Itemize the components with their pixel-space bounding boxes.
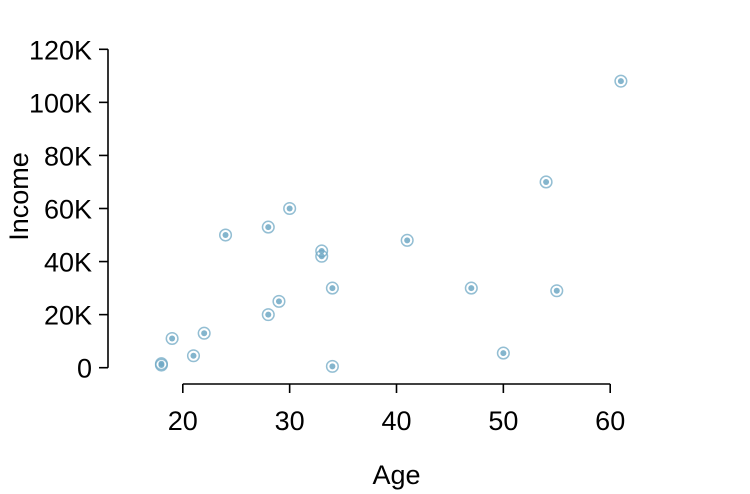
data-point-dot bbox=[500, 350, 507, 357]
data-point-ring bbox=[325, 281, 339, 295]
data-point bbox=[550, 284, 564, 298]
data-point bbox=[165, 331, 179, 346]
x-tick-label: 50 bbox=[488, 406, 518, 436]
data-point-dot bbox=[265, 311, 272, 318]
y-tick-label: 0 bbox=[77, 354, 92, 384]
y-tick-label: 40K bbox=[44, 248, 92, 278]
data-point bbox=[464, 281, 478, 295]
data-point-dot bbox=[286, 205, 293, 212]
data-point-ring bbox=[315, 249, 329, 263]
data-point bbox=[261, 308, 275, 322]
data-point bbox=[186, 349, 201, 363]
data-point bbox=[218, 228, 233, 242]
data-point-dot bbox=[265, 224, 272, 231]
data-point-dot bbox=[201, 330, 208, 337]
data-point-ring bbox=[261, 308, 275, 322]
data-point-ring bbox=[272, 294, 286, 308]
data-point-dot bbox=[617, 78, 624, 85]
data-point bbox=[325, 281, 339, 295]
data-point bbox=[325, 359, 339, 373]
data-point-ring bbox=[283, 201, 297, 216]
data-point-dot bbox=[329, 285, 336, 292]
data-point-ring bbox=[218, 228, 233, 242]
data-point bbox=[400, 233, 414, 247]
data-point bbox=[272, 294, 286, 308]
x-tick-label: 30 bbox=[275, 406, 305, 436]
data-point-dot bbox=[329, 363, 336, 370]
x-tick-label: 40 bbox=[381, 406, 411, 436]
y-tick-label: 120K bbox=[29, 35, 92, 65]
x-tick-label: 20 bbox=[168, 406, 198, 436]
data-point bbox=[614, 74, 628, 88]
data-point bbox=[315, 249, 329, 263]
y-tick-label: 80K bbox=[44, 141, 92, 171]
data-point-dot bbox=[158, 360, 165, 367]
x-tick-label: 60 bbox=[595, 406, 625, 436]
data-point bbox=[197, 326, 211, 340]
data-point-ring bbox=[400, 233, 414, 247]
data-point-ring bbox=[539, 175, 553, 189]
data-point-dot bbox=[543, 178, 550, 185]
data-point bbox=[154, 357, 168, 371]
data-point bbox=[496, 346, 510, 360]
data-point-dot bbox=[169, 335, 176, 342]
data-point-dot bbox=[222, 232, 229, 239]
data-point-ring bbox=[165, 331, 179, 346]
y-axis: 0 20K 40K 60K 80K 100K 120K bbox=[29, 35, 109, 384]
data-point-ring bbox=[154, 357, 168, 371]
x-axis: 20 30 40 50 60 bbox=[168, 383, 625, 436]
data-point-ring bbox=[614, 74, 628, 88]
data-point-ring bbox=[550, 284, 564, 298]
data-point-ring bbox=[464, 281, 478, 295]
data-point-dot bbox=[404, 237, 411, 244]
data-point-dot bbox=[553, 287, 560, 294]
data-point-dot bbox=[468, 285, 475, 292]
data-point-dot bbox=[190, 352, 197, 359]
x-axis-title: Age bbox=[372, 460, 420, 490]
data-point-ring bbox=[496, 346, 510, 360]
y-tick-label: 20K bbox=[44, 301, 92, 331]
data-point bbox=[261, 220, 275, 234]
data-points bbox=[154, 74, 628, 373]
y-axis-title: Income bbox=[4, 152, 34, 241]
data-point-dot bbox=[318, 253, 325, 260]
y-tick-label: 100K bbox=[29, 88, 92, 118]
data-point-ring bbox=[261, 220, 275, 234]
y-tick-label: 60K bbox=[44, 195, 92, 225]
data-point-dot bbox=[275, 298, 282, 305]
data-point-ring bbox=[325, 359, 339, 373]
data-point bbox=[539, 175, 553, 189]
data-point-ring bbox=[186, 349, 201, 363]
data-point-ring bbox=[197, 326, 211, 340]
data-point bbox=[283, 201, 297, 216]
